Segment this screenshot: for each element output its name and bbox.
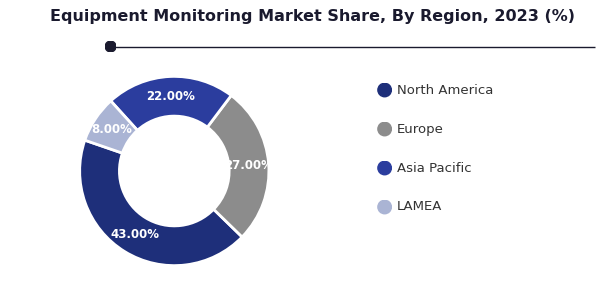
Circle shape: [378, 200, 391, 214]
Text: 8.00%: 8.00%: [91, 123, 132, 136]
Wedge shape: [207, 95, 269, 237]
Circle shape: [378, 83, 391, 97]
Text: PRECEDENCE: PRECEDENCE: [28, 11, 72, 17]
Text: 43.00%: 43.00%: [111, 228, 160, 241]
Text: 27.00%: 27.00%: [224, 159, 273, 172]
Text: Equipment Monitoring Market Share, By Region, 2023 (%): Equipment Monitoring Market Share, By Re…: [50, 9, 575, 24]
Wedge shape: [85, 101, 138, 153]
Text: LAMEA: LAMEA: [397, 200, 442, 214]
Text: Europe: Europe: [397, 122, 444, 136]
Circle shape: [378, 122, 391, 136]
Wedge shape: [80, 140, 242, 266]
Text: North America: North America: [397, 83, 493, 97]
Circle shape: [378, 161, 391, 175]
Text: 22.00%: 22.00%: [147, 90, 195, 103]
Text: RESEARCH: RESEARCH: [32, 35, 67, 41]
Text: Asia Pacific: Asia Pacific: [397, 161, 471, 175]
Circle shape: [105, 41, 116, 52]
Wedge shape: [111, 76, 231, 130]
